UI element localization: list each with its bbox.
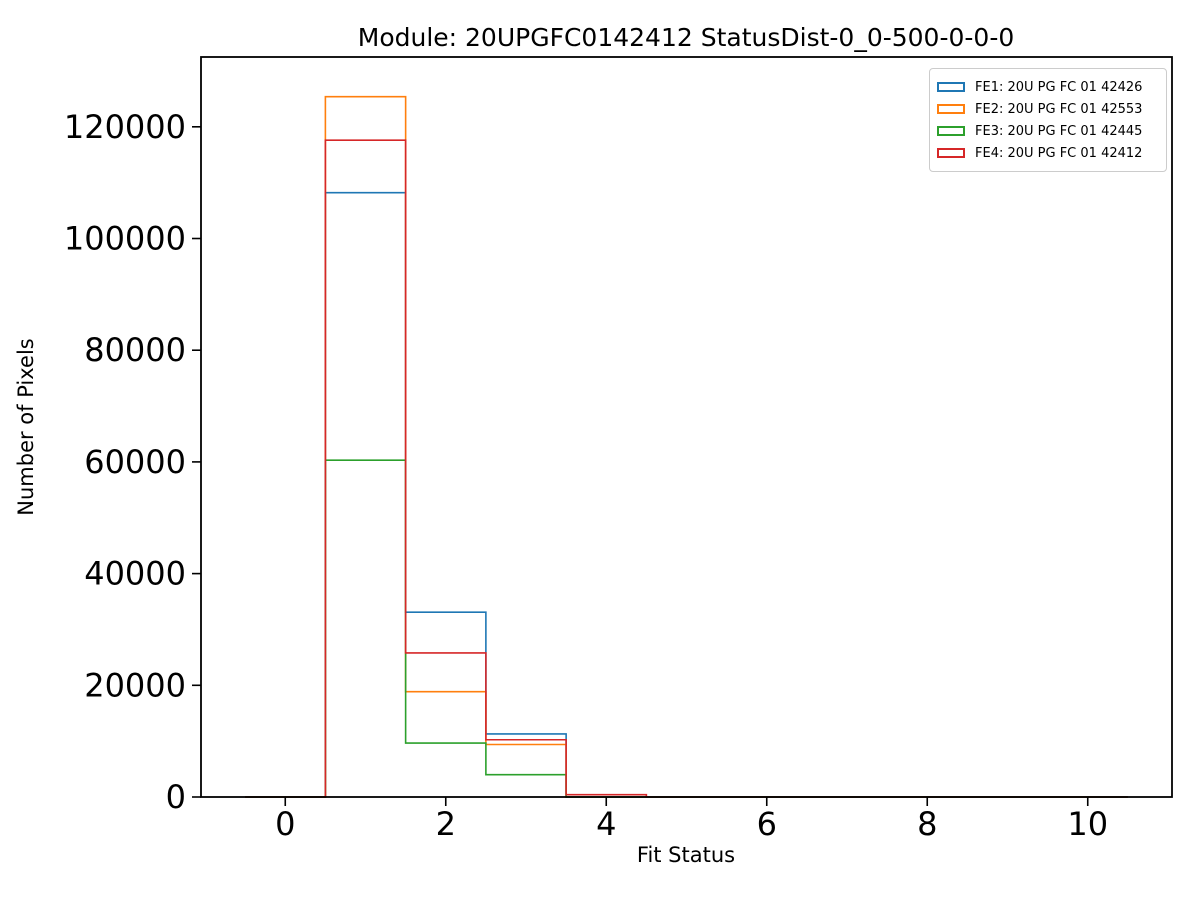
y-axis-label: Number of Pixels [14,338,38,515]
legend-swatch [937,82,965,92]
series-group [245,95,1128,798]
legend-swatch [937,126,965,136]
y-tick-label: 120000 [64,108,186,146]
y-tick-label: 80000 [84,331,186,369]
legend-label: FE3: 20U PG FC 01 42445 [975,123,1143,139]
series-fe3 [245,459,1128,798]
legend-item: FE1: 20U PG FC 01 42426 [937,76,1156,98]
legend-label: FE2: 20U PG FC 01 42553 [975,101,1143,117]
legend-label: FE4: 20U PG FC 01 42412 [975,145,1143,161]
y-tick-label: 0 [166,778,186,816]
axes-group: 0 2 4 6 8 10 0 20000 40000 60000 80000 100000 120000 [64,56,1173,843]
y-tick-label: 20000 [84,666,186,704]
x-tick-label: 4 [596,805,616,843]
legend-swatch [937,104,965,114]
y-tick-label: 60000 [84,443,186,481]
x-tick-label: 2 [436,805,456,843]
y-tick-label: 100000 [64,220,186,258]
x-tick-label: 10 [1067,805,1108,843]
series-fe1 [245,191,1128,798]
y-tick-label: 40000 [84,555,186,593]
plot-frame [200,56,1173,798]
series-fe4 [245,139,1128,798]
x-tick-label: 6 [757,805,777,843]
legend-item: FE3: 20U PG FC 01 42445 [937,120,1156,142]
x-tick-label: 0 [275,805,295,843]
legend: FE1: 20U PG FC 01 42426 FE2: 20U PG FC 01… [929,68,1167,172]
legend-swatch [937,148,965,158]
legend-item: FE4: 20U PG FC 01 42412 [937,142,1156,164]
series-fe2 [245,95,1128,798]
x-tick-label: 8 [917,805,937,843]
chart-title: Module: 20UPGFC0142412 StatusDist-0_0-50… [358,23,1015,52]
legend-item: FE2: 20U PG FC 01 42553 [937,98,1156,120]
x-axis-label: Fit Status [637,843,735,867]
legend-label: FE1: 20U PG FC 01 42426 [975,79,1143,95]
